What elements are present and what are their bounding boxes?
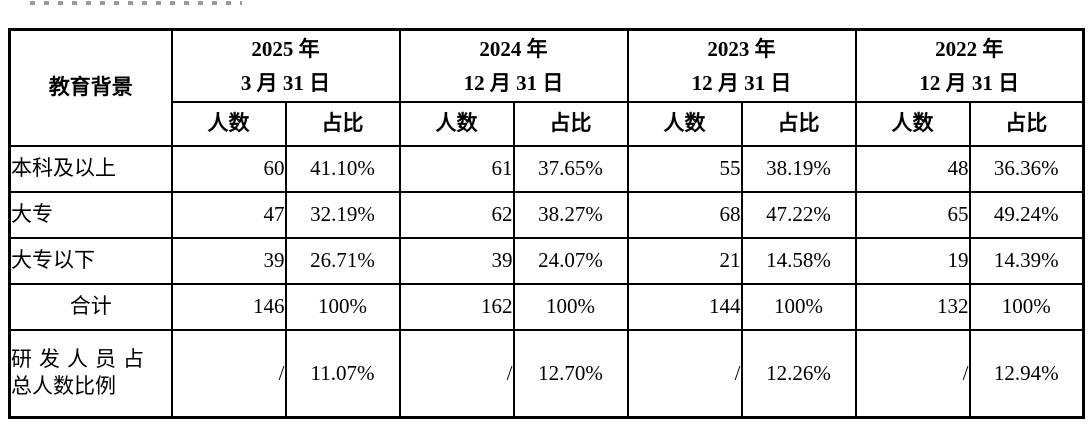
count-cell: / bbox=[626, 328, 743, 419]
count-cell: 146 bbox=[170, 282, 287, 331]
count-cell: 48 bbox=[854, 144, 971, 193]
col-group-2023-date: 12 月 31 日 bbox=[691, 70, 792, 95]
col-group-2025-date: 3 月 31 日 bbox=[240, 70, 331, 95]
table-row-below-junior-college: 大专以下 39 26.71% 39 24.07% 21 14.58% 19 14… bbox=[8, 236, 1085, 285]
subheader-count-2022: 人数 bbox=[854, 100, 971, 147]
row-label: 研发人员占 总人数比例 bbox=[8, 328, 173, 419]
subheader-count-2024: 人数 bbox=[398, 100, 515, 147]
ratio-cell: 100% bbox=[968, 282, 1085, 331]
count-cell: 60 bbox=[170, 144, 287, 193]
ratio-cell: 47.22% bbox=[740, 190, 857, 239]
ratio-cell: 37.65% bbox=[512, 144, 629, 193]
subheader-count-2023: 人数 bbox=[626, 100, 743, 147]
header-row-subheaders: 人数 占比 人数 占比 人数 占比 人数 占比 bbox=[10, 100, 1085, 147]
header-row-dates: 教育背景 2025 年 3 月 31 日 2024 年 12 月 31 日 20… bbox=[8, 28, 1085, 147]
count-cell: 65 bbox=[854, 190, 971, 239]
count-cell: 39 bbox=[170, 236, 287, 285]
ratio-cell: 11.07% bbox=[284, 328, 401, 419]
count-cell: 144 bbox=[626, 282, 743, 331]
col-group-2025-year: 2025 年 bbox=[251, 36, 320, 61]
subheader-ratio-2023: 占比 bbox=[740, 100, 857, 147]
ratio-cell: 100% bbox=[740, 282, 857, 331]
col-group-2022-year: 2022 年 bbox=[935, 36, 1004, 61]
count-cell: 55 bbox=[626, 144, 743, 193]
col-group-2022: 2022 年 12 月 31 日 bbox=[854, 28, 1085, 103]
col-group-2024-year: 2024 年 bbox=[479, 36, 548, 61]
col-group-2023: 2023 年 12 月 31 日 bbox=[626, 28, 857, 103]
row-label: 本科及以上 bbox=[8, 144, 173, 193]
count-cell: / bbox=[398, 328, 515, 419]
ratio-cell: 12.26% bbox=[740, 328, 857, 419]
subheader-count-2025: 人数 bbox=[170, 100, 287, 147]
count-cell: 132 bbox=[854, 282, 971, 331]
ratio-cell: 12.70% bbox=[512, 328, 629, 419]
count-cell: 47 bbox=[170, 190, 287, 239]
subheader-ratio-2024: 占比 bbox=[512, 100, 629, 147]
table-row-junior-college: 大专 47 32.19% 62 38.27% 68 47.22% 65 49.2… bbox=[8, 190, 1085, 239]
count-cell: 39 bbox=[398, 236, 515, 285]
count-cell: 19 bbox=[854, 236, 971, 285]
ratio-cell: 38.27% bbox=[512, 190, 629, 239]
col-group-2024: 2024 年 12 月 31 日 bbox=[398, 28, 629, 103]
count-cell: 61 bbox=[398, 144, 515, 193]
ratio-cell: 24.07% bbox=[512, 236, 629, 285]
ratio-cell: 32.19% bbox=[284, 190, 401, 239]
ratio-cell: 14.58% bbox=[740, 236, 857, 285]
ratio-cell: 49.24% bbox=[968, 190, 1085, 239]
count-cell: 21 bbox=[626, 236, 743, 285]
education-background-table: 教育背景 2025 年 3 月 31 日 2024 年 12 月 31 日 20… bbox=[8, 28, 1085, 419]
subheader-ratio-2025: 占比 bbox=[284, 100, 401, 147]
row-label-line2: 总人数比例 bbox=[11, 374, 117, 399]
ratio-cell: 100% bbox=[284, 282, 401, 331]
count-cell: / bbox=[854, 328, 971, 419]
row-label-line1: 研发人员占 bbox=[11, 346, 151, 371]
table-row-bachelor-and-above: 本科及以上 60 41.10% 61 37.65% 55 38.19% 48 3… bbox=[8, 144, 1085, 193]
ratio-cell: 38.19% bbox=[740, 144, 857, 193]
ratio-cell: 12.94% bbox=[968, 328, 1085, 419]
count-cell: 68 bbox=[626, 190, 743, 239]
subheader-ratio-2022: 占比 bbox=[968, 100, 1085, 147]
clipped-text-remnant bbox=[30, 1, 242, 5]
col-group-2023-year: 2023 年 bbox=[707, 36, 776, 61]
col-group-2024-date: 12 月 31 日 bbox=[463, 70, 564, 95]
table-row-total: 合计 146 100% 162 100% 144 100% 132 100% bbox=[8, 282, 1085, 331]
col-group-2025: 2025 年 3 月 31 日 bbox=[170, 28, 401, 103]
row-label: 大专 bbox=[8, 190, 173, 239]
count-cell: / bbox=[170, 328, 287, 419]
count-cell: 62 bbox=[398, 190, 515, 239]
ratio-cell: 26.71% bbox=[284, 236, 401, 285]
col-group-2022-date: 12 月 31 日 bbox=[919, 70, 1020, 95]
row-label: 合计 bbox=[8, 282, 173, 331]
ratio-cell: 41.10% bbox=[284, 144, 401, 193]
ratio-cell: 14.39% bbox=[968, 236, 1085, 285]
ratio-cell: 36.36% bbox=[968, 144, 1085, 193]
ratio-cell: 100% bbox=[512, 282, 629, 331]
table-row-rd-staff-ratio: 研发人员占 总人数比例 / 11.07% / 12.70% / 12.26% /… bbox=[8, 328, 1085, 419]
count-cell: 162 bbox=[398, 282, 515, 331]
row-label: 大专以下 bbox=[8, 236, 173, 285]
corner-header: 教育背景 bbox=[8, 28, 173, 147]
